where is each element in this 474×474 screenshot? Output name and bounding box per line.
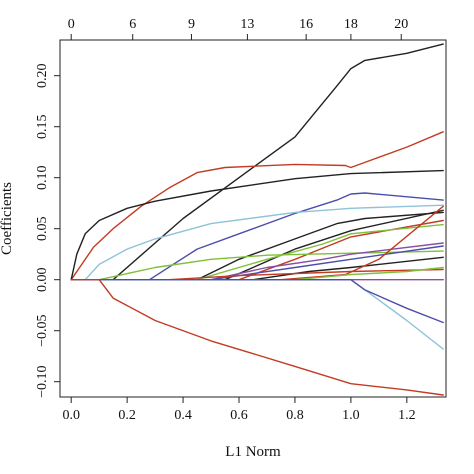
top-tick-label: 18 bbox=[344, 17, 358, 32]
y-tick-label: −0.10 bbox=[35, 365, 50, 397]
coefficient-path-1 bbox=[70, 43, 444, 281]
coefficient-path-20 bbox=[70, 279, 444, 396]
coefficient-path-18 bbox=[70, 279, 444, 350]
y-tick-label: 0.20 bbox=[35, 63, 50, 88]
coefficient-path-3 bbox=[70, 169, 444, 281]
top-tick-label: 16 bbox=[299, 17, 313, 32]
y-axis-title: Coefficients bbox=[0, 182, 15, 255]
top-axis: 0 6 9 13 16 18 20 bbox=[68, 17, 408, 40]
coefficient-path-2 bbox=[70, 131, 444, 281]
y-tick-label: −0.05 bbox=[35, 314, 50, 346]
x-tick-label: 0.6 bbox=[230, 408, 248, 423]
top-tick-label: 20 bbox=[394, 17, 408, 32]
y-tick-label: 0.15 bbox=[35, 114, 50, 139]
x-axis-title: L1 Norm bbox=[225, 444, 281, 460]
x-tick-label: 0.8 bbox=[286, 408, 304, 423]
x-tick-label: 0.0 bbox=[62, 408, 80, 423]
x-tick-label: 1.2 bbox=[398, 408, 416, 423]
y-tick-label: 0.00 bbox=[35, 267, 50, 292]
coefficient-path-15 bbox=[70, 268, 444, 281]
x-tick-label: 1.0 bbox=[342, 408, 360, 423]
plot-frame bbox=[59, 39, 447, 398]
coefficient-path-19 bbox=[70, 279, 444, 324]
series-layer bbox=[70, 43, 444, 396]
x-tick-label: 0.4 bbox=[174, 408, 192, 423]
top-tick-label: 6 bbox=[129, 17, 136, 32]
coefficient-path-4 bbox=[70, 192, 444, 281]
coefficient-path-5 bbox=[70, 204, 444, 281]
top-tick-label: 13 bbox=[240, 17, 254, 32]
left-axis: −0.10 −0.05 0.00 0.05 0.10 0.15 0.20 bbox=[35, 63, 60, 398]
top-tick-label: 0 bbox=[68, 17, 75, 32]
y-tick-label: 0.10 bbox=[35, 165, 50, 190]
top-tick-label: 9 bbox=[188, 17, 195, 32]
x-tick-label: 0.2 bbox=[118, 408, 136, 423]
bottom-axis: 0.0 0.2 0.4 0.6 0.8 1.0 1.2 bbox=[62, 397, 416, 423]
coefficient-path-13 bbox=[70, 256, 444, 281]
y-tick-label: 0.05 bbox=[35, 216, 50, 241]
